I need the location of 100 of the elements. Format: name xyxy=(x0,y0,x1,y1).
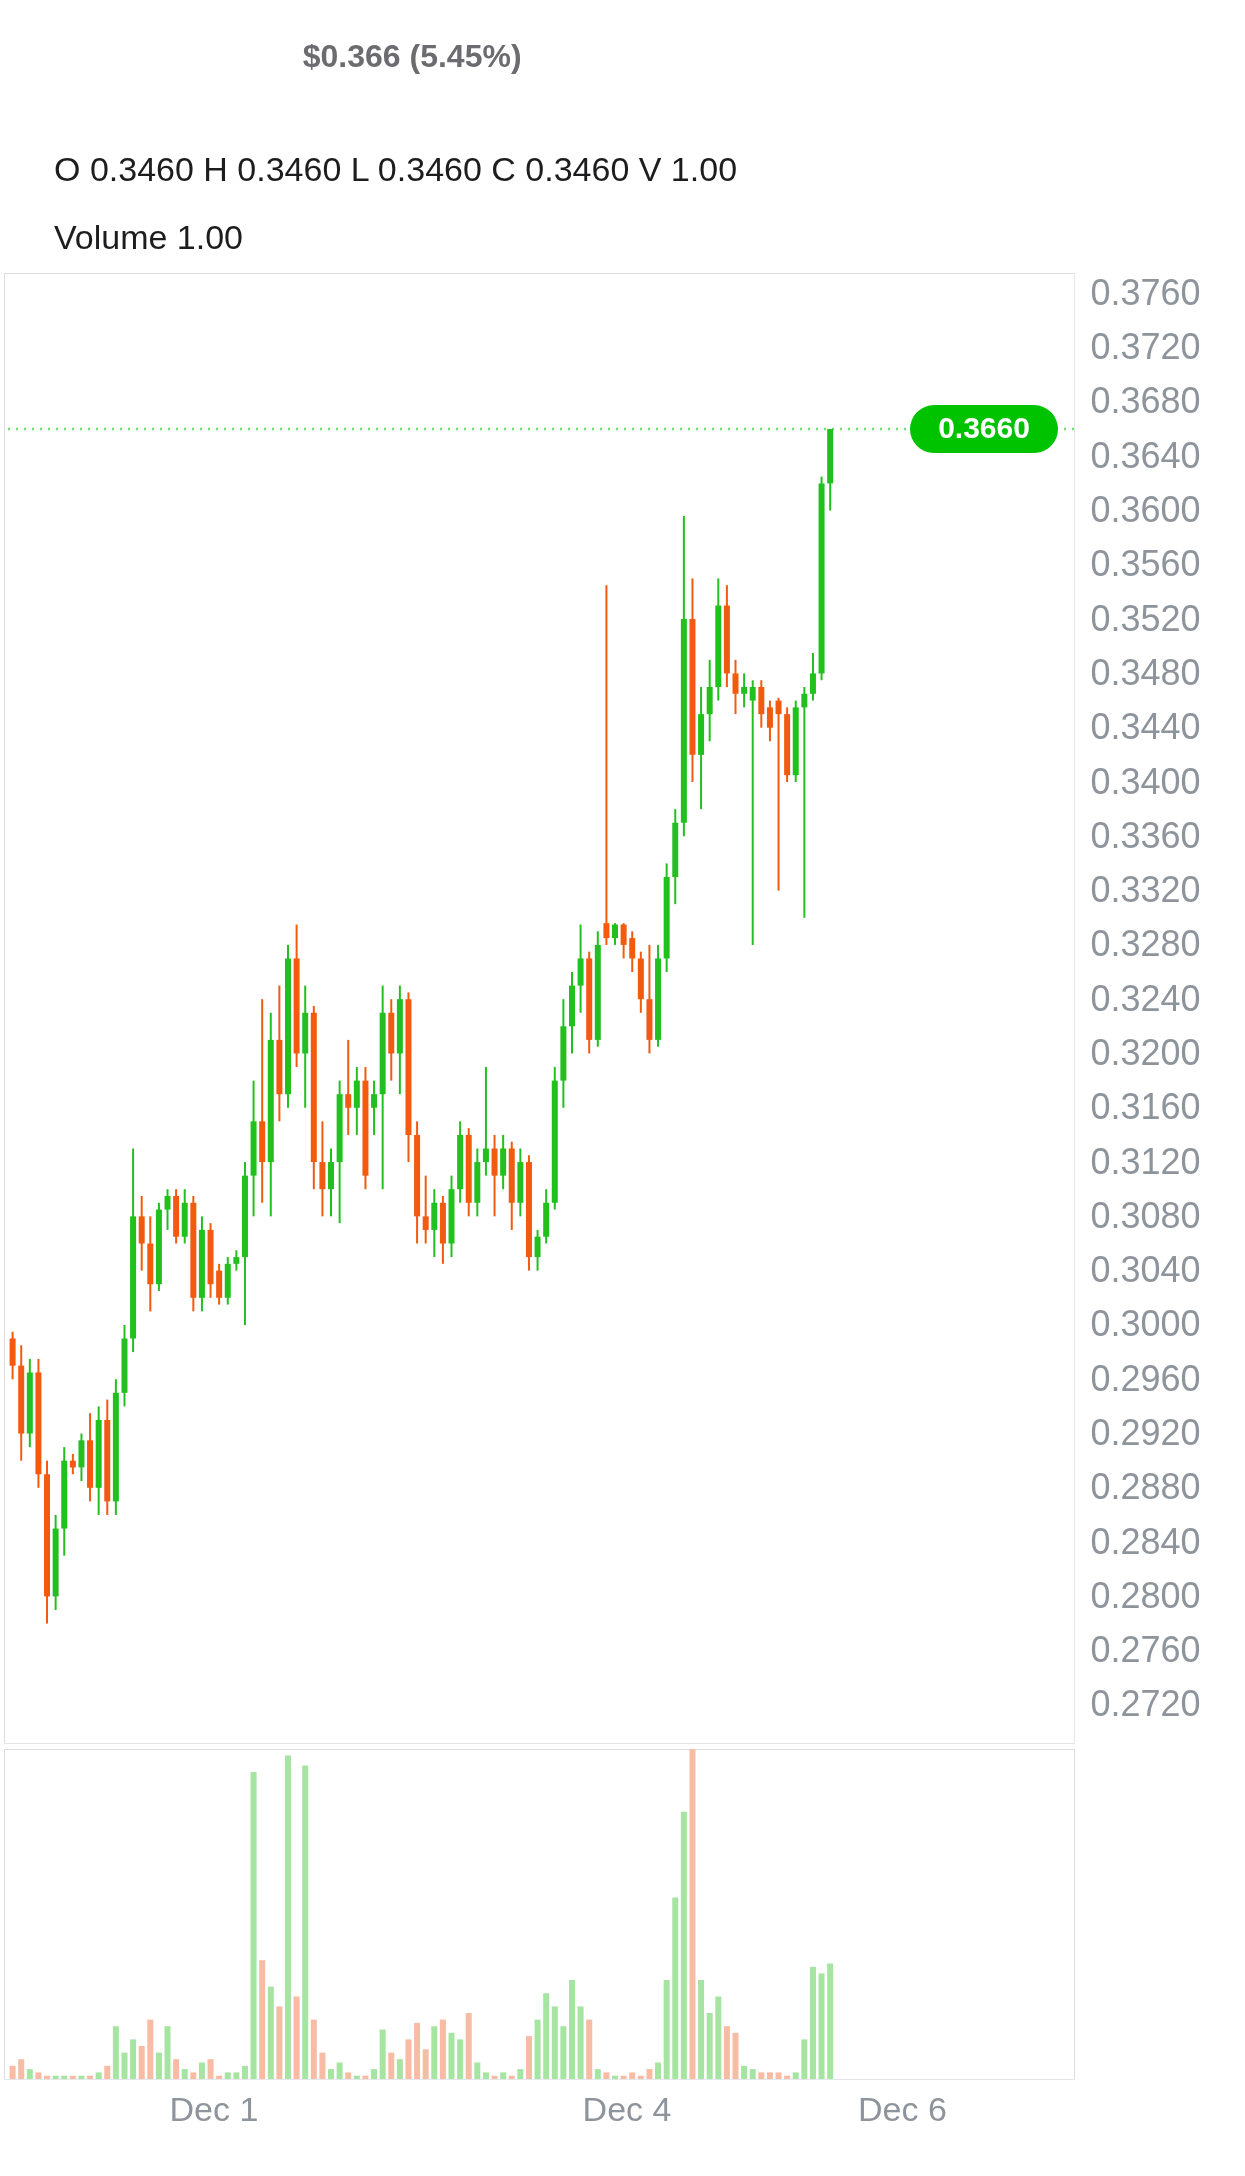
bar xyxy=(190,2072,197,2079)
bar xyxy=(284,1755,291,2079)
y-tick-label: 0.3320 xyxy=(1090,869,1201,911)
bar xyxy=(465,2013,472,2079)
bar xyxy=(26,2069,33,2079)
bar xyxy=(500,2072,507,2079)
bar xyxy=(663,1980,670,2079)
bar xyxy=(543,1993,550,2079)
bar xyxy=(173,2059,180,2079)
bar xyxy=(250,1772,257,2079)
bar xyxy=(328,2069,335,2079)
y-tick-label: 0.3760 xyxy=(1090,271,1201,313)
bar xyxy=(801,2039,808,2079)
bar xyxy=(276,2006,283,2079)
bar xyxy=(629,2072,636,2079)
bar xyxy=(155,2052,162,2079)
y-tick-label: 0.2920 xyxy=(1090,1412,1201,1454)
bar xyxy=(775,2072,782,2079)
y-tick-label: 0.3640 xyxy=(1090,434,1201,476)
bar xyxy=(525,2036,532,2079)
candlestick xyxy=(801,685,808,919)
bar xyxy=(422,2049,429,2079)
bar xyxy=(577,2006,584,2079)
bar xyxy=(362,2075,369,2079)
bar xyxy=(61,2075,68,2079)
candlestick xyxy=(749,679,756,946)
x-tick-label: Dec 1 xyxy=(169,2089,259,2128)
bar xyxy=(78,2075,85,2079)
bar xyxy=(319,2052,326,2079)
candlestick xyxy=(766,699,773,743)
bar xyxy=(405,2039,412,2079)
y-tick-label: 0.3000 xyxy=(1090,1303,1201,1345)
bar xyxy=(672,1897,679,2079)
x-tick-label: Dec 4 xyxy=(582,2089,672,2128)
y-tick-label: 0.3160 xyxy=(1090,1086,1201,1128)
bar xyxy=(353,2075,360,2079)
y-tick-label: 0.3600 xyxy=(1090,489,1201,531)
bar xyxy=(379,2029,386,2079)
bar xyxy=(164,2026,171,2079)
bar xyxy=(818,1973,825,2079)
y-tick-label: 0.3360 xyxy=(1090,814,1201,856)
y-tick-label: 0.2960 xyxy=(1090,1357,1201,1399)
bar xyxy=(646,2069,653,2079)
candlestick xyxy=(482,1066,489,1177)
y-tick-label: 0.3720 xyxy=(1090,326,1201,368)
candlestick xyxy=(629,930,636,974)
candlestick xyxy=(603,584,610,946)
candlestick xyxy=(809,652,816,702)
ref-line-label: 0.3660 xyxy=(938,411,1030,445)
y-tick-label: 0.2840 xyxy=(1090,1520,1201,1562)
bar xyxy=(482,2072,489,2079)
bar xyxy=(620,2075,627,2079)
y-tick-label: 0.3200 xyxy=(1090,1031,1201,1073)
y-tick-label: 0.3040 xyxy=(1090,1249,1201,1291)
bar xyxy=(112,2026,119,2079)
bar xyxy=(827,1963,834,2079)
bar xyxy=(766,2072,773,2079)
y-tick-label: 0.2720 xyxy=(1090,1683,1201,1725)
bar xyxy=(181,2069,188,2079)
bar xyxy=(207,2059,214,2079)
bar xyxy=(560,2026,567,2079)
bar xyxy=(741,2065,748,2079)
bar xyxy=(637,2075,644,2079)
bar xyxy=(457,2039,464,2079)
bar xyxy=(9,2065,16,2079)
bar xyxy=(147,2019,154,2079)
bar xyxy=(586,2019,593,2079)
bar xyxy=(784,2075,791,2079)
bar xyxy=(52,2075,59,2079)
bar xyxy=(439,2019,446,2079)
bar xyxy=(216,2075,223,2079)
bar xyxy=(603,2072,610,2079)
y-tick-label: 0.3240 xyxy=(1090,977,1201,1019)
y-tick-label: 0.3480 xyxy=(1090,651,1201,693)
bar xyxy=(371,2069,378,2079)
bar xyxy=(517,2069,524,2079)
bar xyxy=(474,2062,481,2079)
bar xyxy=(749,2069,756,2079)
bar xyxy=(414,2022,421,2079)
bar xyxy=(302,1765,309,2079)
bar xyxy=(758,2072,765,2079)
bar xyxy=(689,1749,696,2079)
bar xyxy=(396,2059,403,2079)
bar xyxy=(431,2026,438,2079)
bar xyxy=(680,1811,687,2079)
candlestick xyxy=(164,1188,171,1231)
y-tick-label: 0.3120 xyxy=(1090,1140,1201,1182)
bar xyxy=(233,2072,240,2079)
y-tick-label: 0.2800 xyxy=(1090,1574,1201,1616)
x-tick-label: Dec 6 xyxy=(857,2089,947,2128)
bar xyxy=(698,1980,705,2079)
candlestick xyxy=(233,1249,240,1272)
bar xyxy=(104,2065,111,2079)
y-tick-label: 0.3680 xyxy=(1090,380,1201,422)
bar xyxy=(18,2059,25,2079)
y-tick-label: 0.3440 xyxy=(1090,706,1201,748)
bar xyxy=(87,2075,94,2079)
bar xyxy=(448,2032,455,2079)
bar xyxy=(267,1986,274,2079)
bar xyxy=(568,1980,575,2079)
